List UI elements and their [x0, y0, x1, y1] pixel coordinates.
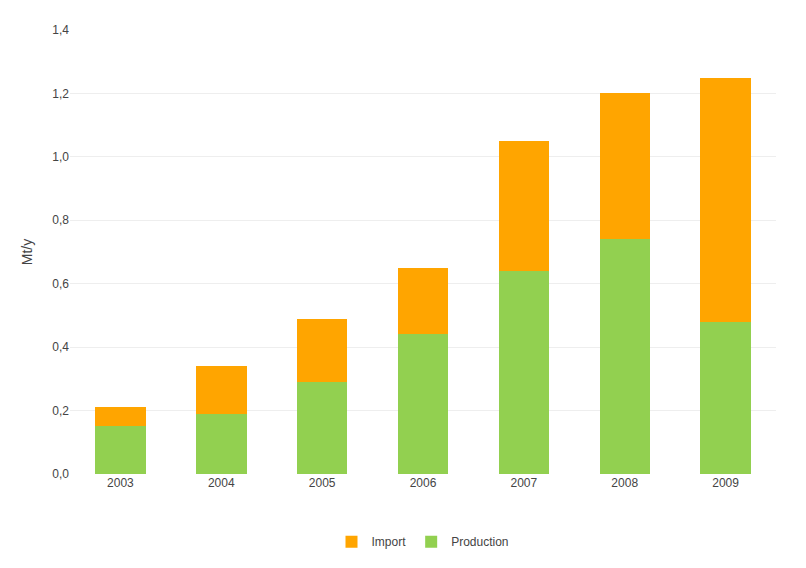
svg-text:Mt/y: Mt/y: [19, 239, 35, 265]
svg-text:2003: 2003: [107, 476, 134, 490]
svg-text:Import: Import: [372, 535, 407, 549]
svg-text:2008: 2008: [611, 476, 638, 490]
svg-text:1,2: 1,2: [52, 87, 69, 101]
svg-text:0,8: 0,8: [52, 213, 69, 227]
svg-text:1,0: 1,0: [52, 150, 69, 164]
svg-text:2005: 2005: [309, 476, 336, 490]
svg-text:2009: 2009: [712, 476, 739, 490]
svg-text:0,4: 0,4: [52, 340, 69, 354]
svg-text:1,4: 1,4: [52, 23, 69, 37]
svg-text:2007: 2007: [511, 476, 538, 490]
svg-text:0,6: 0,6: [52, 277, 69, 291]
svg-text:0,2: 0,2: [52, 404, 69, 418]
svg-text:0,0: 0,0: [52, 467, 69, 481]
svg-text:2004: 2004: [208, 476, 235, 490]
svg-text:Production: Production: [451, 535, 508, 549]
svg-text:2006: 2006: [410, 476, 437, 490]
